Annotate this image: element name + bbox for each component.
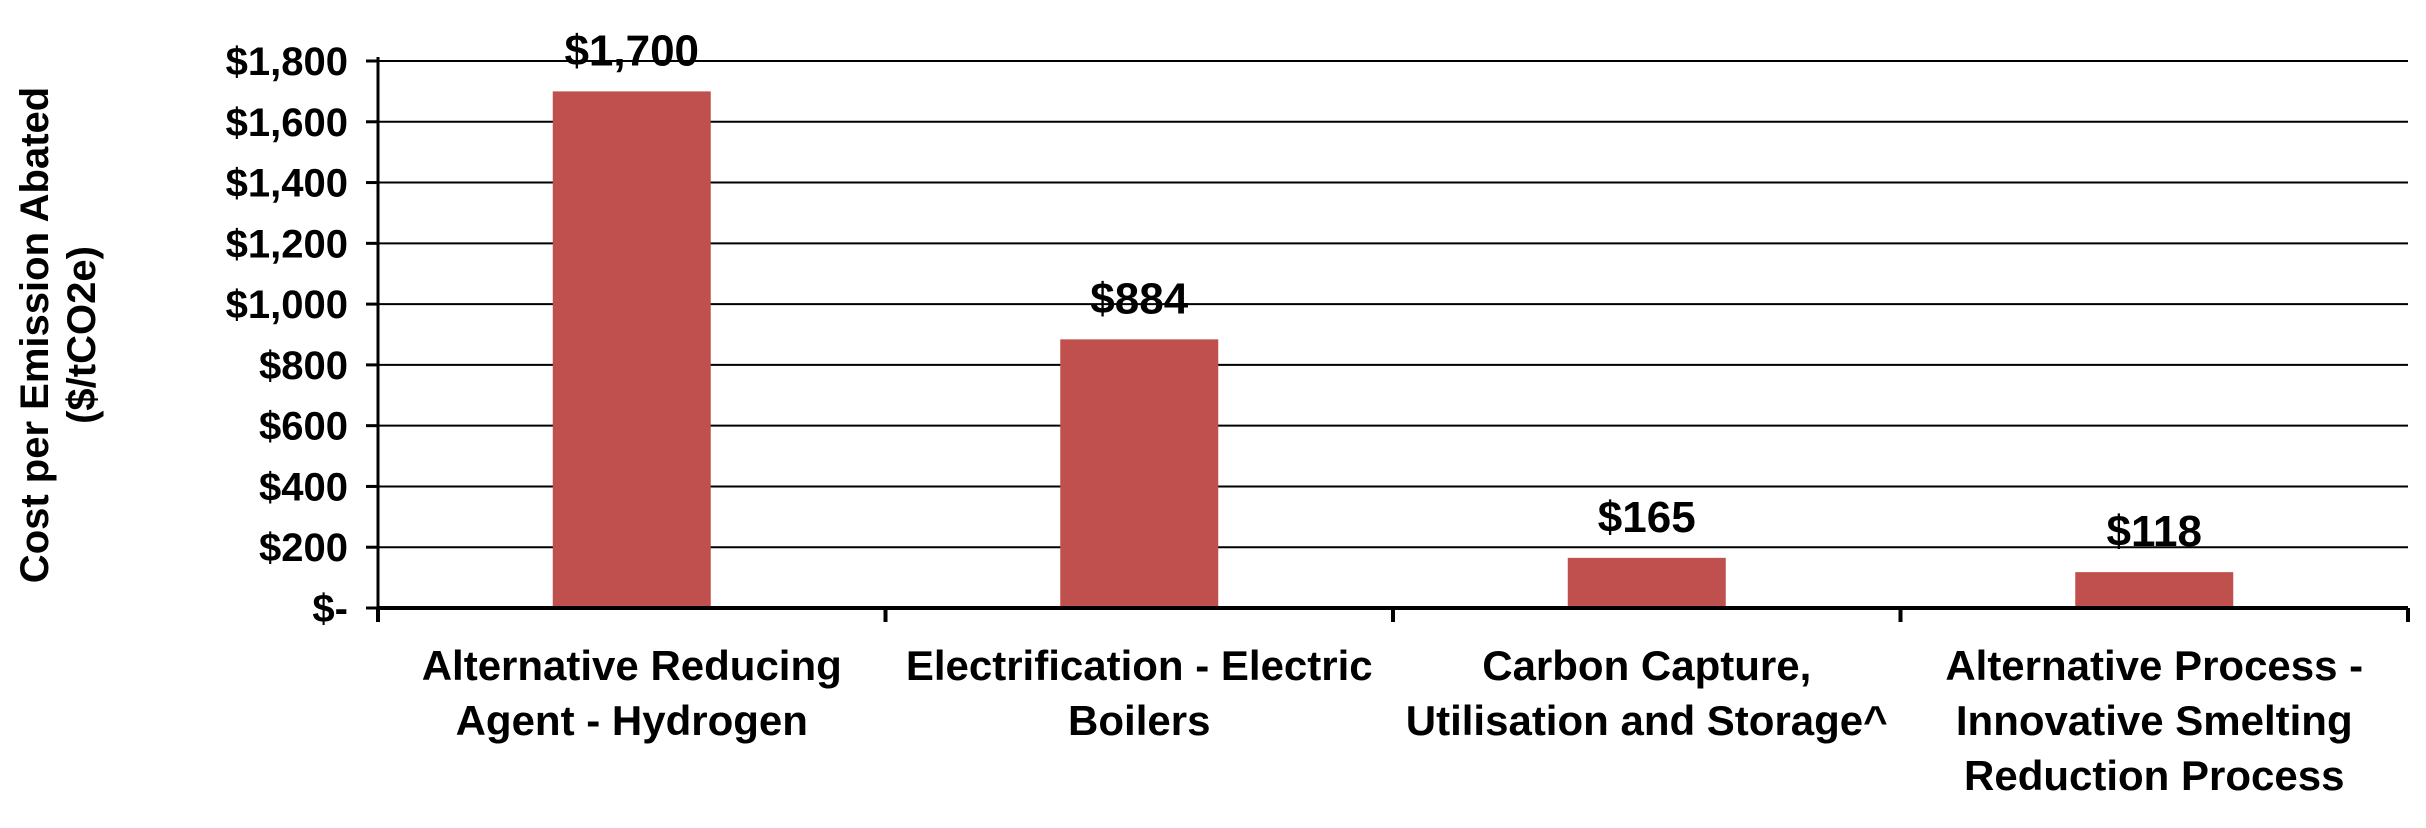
y-axis-label-line: Cost per Emission Abated <box>13 87 57 583</box>
y-tick-label: $1,600 <box>226 101 348 145</box>
x-tick-label: Electrification - Electric Boilers <box>906 642 1373 744</box>
y-tick-label: $1,200 <box>226 222 348 266</box>
x-tick-label: Carbon Capture, Utilisation and Storage^ <box>1406 642 1888 744</box>
data-label: $118 <box>2107 507 2202 556</box>
y-axis-title: Cost per Emission Abated($/tCO2e) <box>13 87 104 583</box>
bar <box>1060 339 1219 608</box>
gridlines <box>378 60 2408 549</box>
data-labels: $1,700 $884 $165 $118 <box>564 26 2202 556</box>
x-tick-label-line: Agent - Hydrogen <box>456 697 808 744</box>
y-tick-labels: $- $200 $400 $600 $800 $1,000 $1,200 $1,400 $1,6… <box>226 40 348 631</box>
x-tick-label-line: Innovative Smelting <box>1956 697 2353 744</box>
y-tick-label: $1,400 <box>226 162 348 206</box>
x-tick-label-line: Boilers <box>1068 697 1210 744</box>
bar <box>552 91 711 608</box>
x-tick-label-line: Utilisation and Storage^ <box>1406 697 1888 744</box>
bars <box>552 91 2234 608</box>
y-tick-label: $1,000 <box>226 283 348 327</box>
x-tick-label: Alternative Process - Innovative Smelting… <box>1945 642 2363 799</box>
data-label: $165 <box>1598 493 1696 542</box>
x-tick-label-line: Alternative Reducing <box>422 642 842 689</box>
y-tick-label: $600 <box>259 405 348 449</box>
y-axis-label-line: ($/tCO2e) <box>60 246 104 424</box>
x-tick-label-line: Alternative Process - <box>1945 642 2363 689</box>
y-tick-label: $400 <box>259 465 348 509</box>
data-label: $884 <box>1090 274 1188 323</box>
y-axis-label: Cost per Emission Abated($/tCO2e) <box>13 87 104 583</box>
bar <box>2075 572 2234 608</box>
y-tick-label: $1,800 <box>226 40 348 84</box>
x-tick-label-line: Carbon Capture, <box>1482 642 1811 689</box>
y-tick-label: $800 <box>259 344 348 388</box>
x-tick-labels: Alternative Reducing Agent - Hydrogen Elec… <box>422 642 2363 799</box>
axes <box>366 57 2410 622</box>
bar <box>1567 557 1726 608</box>
x-tick-label-line: Reduction Process <box>1964 752 2344 799</box>
data-label: $1,700 <box>564 26 699 75</box>
y-tick-label: $- <box>312 587 348 631</box>
x-tick-label: Alternative Reducing Agent - Hydrogen <box>422 642 842 744</box>
y-tick-label: $200 <box>259 526 348 570</box>
x-tick-label-line: Electrification - Electric <box>906 642 1373 689</box>
